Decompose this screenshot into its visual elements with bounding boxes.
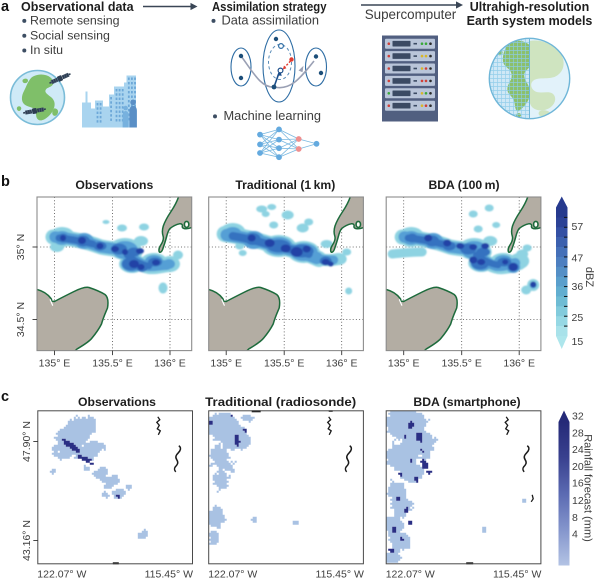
svg-text:136° E: 136° E <box>503 358 535 370</box>
svg-text:136° E: 136° E <box>326 358 358 370</box>
svg-text:4: 4 <box>572 528 578 540</box>
svg-text:35° N: 35° N <box>15 234 27 260</box>
svg-text:43.16° N: 43.16° N <box>21 520 33 561</box>
svg-text:12: 12 <box>572 495 584 507</box>
svg-text:16: 16 <box>572 478 584 490</box>
svg-text:115.45° W: 115.45° W <box>316 569 364 581</box>
svg-text:25: 25 <box>572 312 584 324</box>
svg-text:Assimilation strategy: Assimilation strategy <box>212 0 327 14</box>
svg-text:b: b <box>1 174 10 190</box>
svg-text:In situ: In situ <box>30 43 63 57</box>
svg-text:135° E: 135° E <box>210 358 242 370</box>
svg-text:a: a <box>1 0 10 15</box>
svg-text:Traditional (radiosonde): Traditional (radiosonde) <box>205 395 356 409</box>
svg-text:Rainfall forecast (mm): Rainfall forecast (mm) <box>582 434 594 542</box>
svg-text:115.45° W: 115.45° W <box>145 569 193 581</box>
svg-text:dBZ: dBZ <box>583 267 595 287</box>
svg-text:122.07° W: 122.07° W <box>37 569 86 581</box>
svg-text:20: 20 <box>572 461 584 473</box>
svg-text:135° E: 135° E <box>388 358 420 370</box>
svg-text:136° E: 136° E <box>154 358 186 370</box>
svg-text:135.5° E: 135.5° E <box>264 358 304 370</box>
svg-text:c: c <box>1 389 9 405</box>
svg-text:47: 47 <box>572 253 584 265</box>
svg-text:36: 36 <box>572 281 584 293</box>
svg-text:57: 57 <box>572 221 584 233</box>
svg-text:135.5° E: 135.5° E <box>92 358 132 370</box>
svg-text:Traditional (1 km): Traditional (1 km) <box>235 178 335 192</box>
svg-text:47.90° N: 47.90° N <box>21 421 33 462</box>
svg-text:Observations: Observations <box>75 178 153 192</box>
svg-text:Observational data: Observational data <box>21 0 135 14</box>
svg-text:Machine learning: Machine learning <box>224 108 321 123</box>
svg-text:BDA (smartphone): BDA (smartphone) <box>413 395 520 409</box>
svg-text:115.45° W: 115.45° W <box>493 569 541 581</box>
svg-text:Observations: Observations <box>78 395 156 409</box>
svg-text:Supercomputer: Supercomputer <box>365 7 457 22</box>
svg-text:28: 28 <box>572 428 584 440</box>
svg-text:Social sensing: Social sensing <box>30 28 110 42</box>
svg-text:BDA (100 m): BDA (100 m) <box>428 178 499 192</box>
svg-text:122.07° W: 122.07° W <box>386 569 435 581</box>
svg-text:8: 8 <box>572 512 578 524</box>
svg-text:122.07° W: 122.07° W <box>208 569 257 581</box>
svg-text:15: 15 <box>572 336 584 348</box>
svg-text:Earth system models: Earth system models <box>467 14 593 28</box>
svg-text:135.5° E: 135.5° E <box>441 358 481 370</box>
svg-text:32: 32 <box>572 411 584 423</box>
svg-text:Ultrahigh-resolution: Ultrahigh-resolution <box>470 0 589 14</box>
svg-text:Data assimilation: Data assimilation <box>222 13 319 28</box>
svg-text:24: 24 <box>572 444 584 456</box>
svg-text:135° E: 135° E <box>39 358 71 370</box>
svg-text:Remote sensing: Remote sensing <box>30 14 120 28</box>
svg-text:34.5° N: 34.5° N <box>15 302 27 337</box>
